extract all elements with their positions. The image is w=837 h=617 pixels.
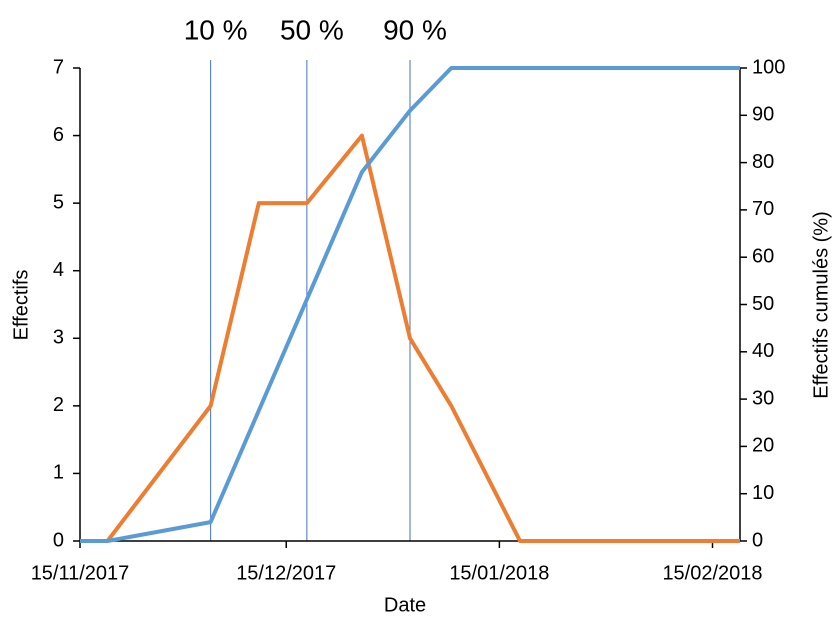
y2-tick-label: 80 — [752, 151, 774, 173]
marker-label: 90 % — [383, 14, 447, 45]
y-tick-label: 6 — [53, 124, 64, 146]
y2-tick-label: 50 — [752, 293, 774, 315]
x-tick-label: 15/02/2018 — [662, 562, 762, 584]
y-tick-label: 2 — [53, 394, 64, 416]
y2-tick-label: 70 — [752, 198, 774, 220]
y2-tick-label: 10 — [752, 482, 774, 504]
y2-tick-label: 90 — [752, 104, 774, 126]
y2-tick-label: 20 — [752, 435, 774, 457]
marker-label: 50 % — [280, 14, 344, 45]
series-line — [105, 133, 740, 543]
y-tick-label: 4 — [53, 259, 64, 281]
x-tick-label: 15/12/2017 — [236, 562, 336, 584]
marker-label: 10 % — [184, 14, 248, 45]
y2-tick-label: 40 — [752, 340, 774, 362]
x-tick-label: 15/01/2018 — [449, 562, 549, 584]
y-axis-label: Effectifs — [10, 270, 32, 341]
y-tick-label: 7 — [53, 56, 64, 78]
y2-tick-label: 60 — [752, 245, 774, 267]
y2-tick-label: 100 — [752, 56, 785, 78]
y2-tick-label: 30 — [752, 387, 774, 409]
series-line — [80, 66, 740, 543]
y-tick-label: 0 — [53, 529, 64, 551]
y-tick-label: 3 — [53, 327, 64, 349]
x-axis-label: Date — [384, 594, 426, 616]
y-tick-label: 5 — [53, 191, 64, 213]
x-tick-label: 15/11/2017 — [31, 562, 130, 584]
y2-axis-label: Effectifs cumulés (%) — [810, 211, 832, 398]
y2-tick-label: 0 — [752, 529, 763, 551]
y-tick-label: 1 — [53, 462, 64, 484]
